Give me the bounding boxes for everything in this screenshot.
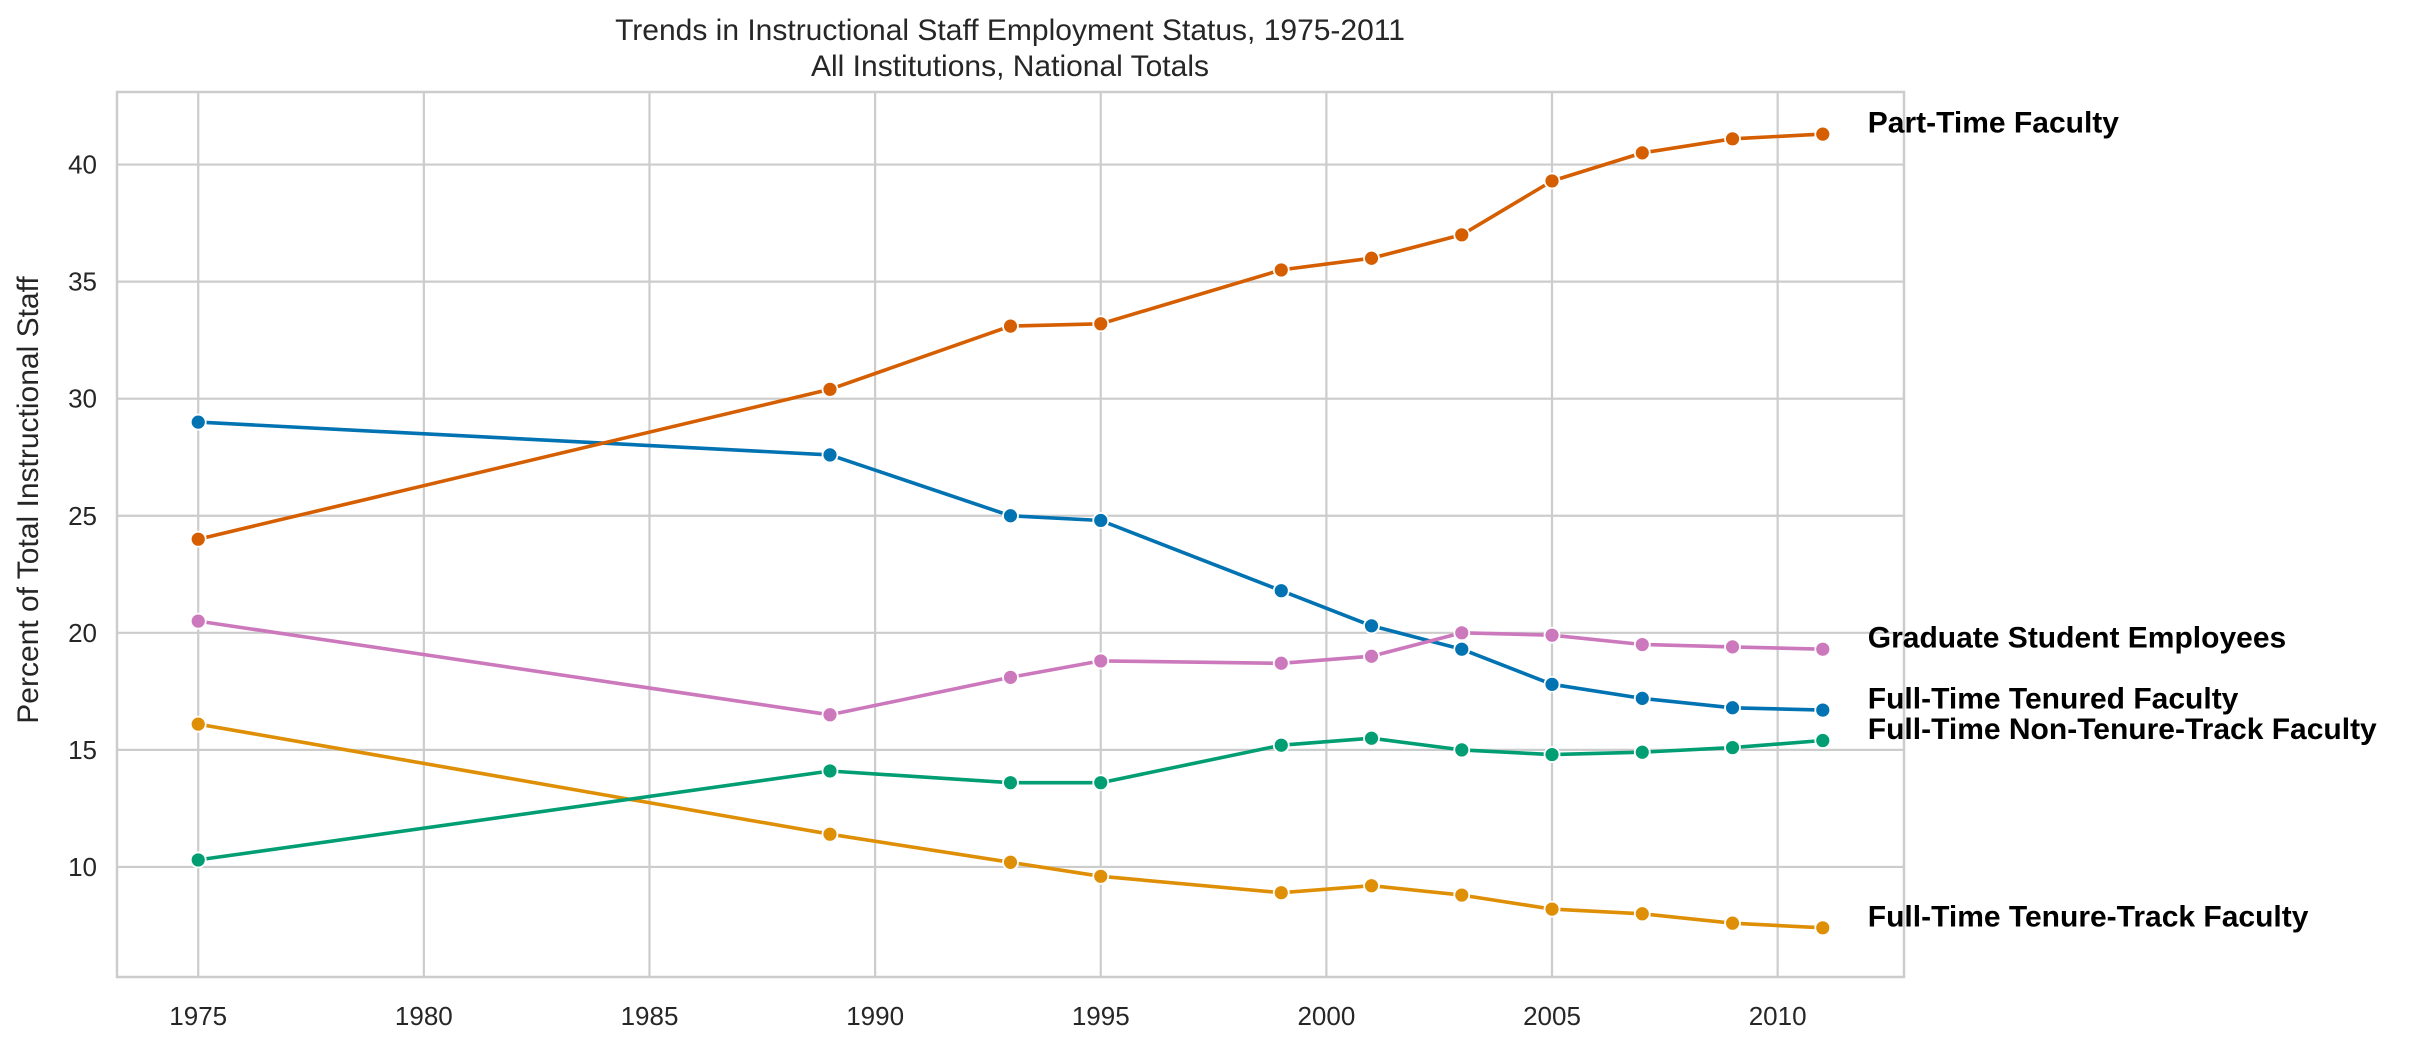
data-point-full-time-tenure-track-faculty <box>821 825 839 843</box>
series-label-full-time-tenure-track-faculty: Full-Time Tenure-Track Faculty <box>1868 900 2309 933</box>
data-point-full-time-tenure-track-faculty <box>1814 919 1832 937</box>
data-point-full-time-tenure-track-faculty <box>1543 900 1561 918</box>
y-axis-label: Percent of Total Instructional Staff <box>12 276 45 724</box>
data-point-full-time-tenure-track-faculty <box>1724 914 1741 932</box>
data-point-full-time-tenured-faculty <box>1814 701 1832 719</box>
y-tick-label: 30 <box>68 384 97 414</box>
chart-subtitle: All Institutions, National Totals <box>811 50 1209 83</box>
data-point-part-time-faculty <box>1543 172 1561 190</box>
series-label-full-time-non-tenure-track-faculty: Full-Time Non-Tenure-Track Faculty <box>1868 713 2377 746</box>
data-point-graduate-student-employees <box>1453 624 1471 642</box>
data-point-part-time-faculty <box>1002 317 1019 335</box>
data-point-part-time-faculty <box>1814 125 1832 143</box>
data-point-full-time-non-tenure-track-faculty <box>1543 746 1561 763</box>
x-tick-label: 2000 <box>1297 1001 1355 1031</box>
y-axis-ticks: 10 15 20 25 30 35 40 <box>68 150 97 882</box>
data-point-full-time-non-tenure-track-faculty <box>1814 732 1832 749</box>
data-point-part-time-faculty <box>189 530 207 548</box>
data-point-full-time-non-tenure-track-faculty <box>189 851 207 869</box>
x-tick-label: 1995 <box>1072 1001 1130 1031</box>
data-point-part-time-faculty <box>1633 144 1651 162</box>
data-point-graduate-student-employees <box>1724 638 1741 656</box>
y-tick-label: 15 <box>68 735 97 765</box>
data-point-full-time-tenured-faculty <box>1002 507 1019 525</box>
x-tick-label: 2005 <box>1523 1001 1581 1031</box>
y-tick-label: 40 <box>68 150 97 180</box>
data-point-graduate-student-employees <box>1002 668 1019 686</box>
data-point-graduate-student-employees <box>821 706 839 724</box>
series-points <box>189 125 1832 937</box>
series-label-graduate-student-employees: Graduate Student Employees <box>1868 622 2286 655</box>
data-point-full-time-tenure-track-faculty <box>1633 905 1651 923</box>
series-labels: Part-Time Faculty Graduate Student Employ… <box>1868 107 2377 934</box>
y-tick-label: 20 <box>68 618 97 648</box>
data-point-full-time-tenured-faculty <box>821 446 839 464</box>
data-point-full-time-non-tenure-track-faculty <box>821 762 839 780</box>
data-point-full-time-tenured-faculty <box>1724 699 1741 717</box>
data-point-full-time-non-tenure-track-faculty <box>1453 741 1471 759</box>
x-axis-ticks: 1975 1980 1985 1990 1995 2000 2005 2010 <box>169 1001 1806 1031</box>
plot-frame <box>115 90 1906 979</box>
data-point-graduate-student-employees <box>1092 652 1110 670</box>
data-point-full-time-tenured-faculty <box>1272 582 1290 600</box>
grid-lines <box>117 92 1904 977</box>
data-point-graduate-student-employees <box>189 612 207 630</box>
data-point-full-time-non-tenure-track-faculty <box>1633 743 1651 761</box>
data-point-full-time-tenure-track-faculty <box>1092 867 1110 885</box>
data-point-part-time-faculty <box>1272 261 1290 279</box>
data-point-part-time-faculty <box>1724 130 1741 148</box>
data-point-full-time-tenured-faculty <box>189 413 207 431</box>
data-point-full-time-tenured-faculty <box>1453 640 1471 658</box>
data-point-graduate-student-employees <box>1363 647 1380 665</box>
data-point-full-time-tenured-faculty <box>1633 689 1651 707</box>
x-tick-label: 1980 <box>395 1001 453 1031</box>
x-tick-label: 1990 <box>846 1001 904 1031</box>
series-label-full-time-tenured-faculty: Full-Time Tenured Faculty <box>1868 683 2239 716</box>
x-tick-label: 1985 <box>621 1001 679 1031</box>
data-point-full-time-tenure-track-faculty <box>1453 886 1471 904</box>
data-point-full-time-tenured-faculty <box>1543 675 1561 693</box>
chart-title: Trends in Instructional Staff Employment… <box>615 14 1405 47</box>
x-tick-label: 1975 <box>169 1001 227 1031</box>
data-point-full-time-tenure-track-faculty <box>1002 853 1019 871</box>
data-point-graduate-student-employees <box>1272 654 1290 672</box>
data-point-full-time-tenure-track-faculty <box>189 715 207 733</box>
data-point-part-time-faculty <box>821 380 839 398</box>
data-point-graduate-student-employees <box>1814 640 1832 658</box>
data-point-graduate-student-employees <box>1633 636 1651 653</box>
data-point-full-time-tenure-track-faculty <box>1363 877 1380 895</box>
data-point-part-time-faculty <box>1092 315 1110 333</box>
data-point-graduate-student-employees <box>1543 626 1561 644</box>
series-label-part-time-faculty: Part-Time Faculty <box>1868 107 2120 140</box>
data-point-full-time-non-tenure-track-faculty <box>1363 729 1380 747</box>
data-point-part-time-faculty <box>1363 249 1380 267</box>
data-point-full-time-tenured-faculty <box>1363 617 1380 635</box>
data-point-full-time-non-tenure-track-faculty <box>1272 736 1290 754</box>
data-point-full-time-non-tenure-track-faculty <box>1092 774 1110 792</box>
data-point-part-time-faculty <box>1453 226 1471 244</box>
y-tick-label: 35 <box>68 267 97 297</box>
y-tick-label: 10 <box>68 852 97 882</box>
y-tick-label: 25 <box>68 501 97 531</box>
data-point-full-time-tenure-track-faculty <box>1272 884 1290 902</box>
data-point-full-time-non-tenure-track-faculty <box>1002 774 1019 792</box>
data-point-full-time-tenured-faculty <box>1092 512 1110 529</box>
x-tick-label: 2010 <box>1749 1001 1807 1031</box>
data-point-full-time-non-tenure-track-faculty <box>1724 739 1741 756</box>
